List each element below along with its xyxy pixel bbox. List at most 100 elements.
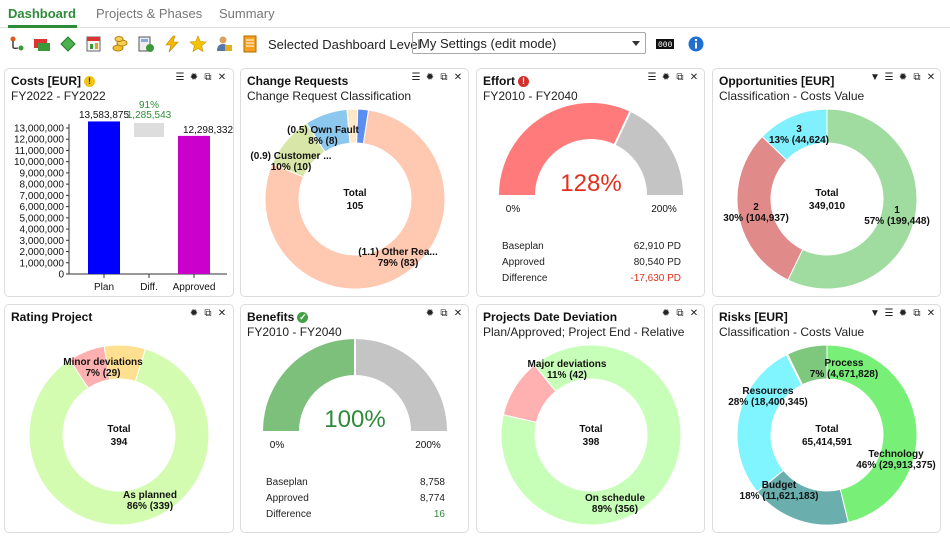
list-icon[interactable]: ☰ <box>884 308 894 319</box>
expand-icon[interactable]: ⧉ <box>676 308 684 319</box>
opportunities-controls: ▼ ☰ ✹ ⧉ ✕ <box>870 72 936 84</box>
list-icon[interactable]: ☰ <box>175 72 185 83</box>
document-icon[interactable] <box>241 35 259 53</box>
costs-controls: ☰ ✹ ⧉ ✕ <box>175 72 227 84</box>
tab-dashboard[interactable]: Dashboard <box>8 6 76 21</box>
slice-name-label: Resources <box>742 386 794 397</box>
gauge-divider <box>613 110 632 147</box>
row-value: 80,540 PD <box>633 257 681 268</box>
total-label: Total <box>107 424 130 435</box>
tab-summary[interactable]: Summary <box>219 6 275 21</box>
gauge-max-label: 200% <box>415 440 441 451</box>
diamond-icon[interactable] <box>59 35 77 53</box>
total-label: Total <box>815 424 838 435</box>
slice-value-label: 89% (356) <box>592 504 638 515</box>
slice-as-planned <box>28 348 210 526</box>
row-label: Difference <box>502 273 548 284</box>
gear-icon[interactable]: ✹ <box>661 308 671 319</box>
risks-subtitle: Classification - Costs Value <box>719 325 865 339</box>
y-tick-label: 13,000,000 <box>14 124 64 135</box>
x-tick-label: Approved <box>173 282 216 293</box>
slice-on-schedule <box>500 344 682 526</box>
slice-value-label: 57% (199,448) <box>864 216 930 227</box>
effort-gauge: 128% 0% 200% <box>499 102 683 215</box>
expand-icon[interactable]: ⧉ <box>913 308 921 319</box>
y-tick-label: 10,000,000 <box>14 157 64 168</box>
info-icon[interactable] <box>687 35 705 53</box>
coins-icon[interactable] <box>111 35 129 53</box>
benefits-subtitle: FY2010 - FY2040 <box>247 325 342 339</box>
gear-icon[interactable]: ✹ <box>189 308 199 319</box>
error-icon: ! <box>518 76 529 87</box>
benefits-panel: Benefits ✓ FY2010 - FY2040 ✹ ⧉ ✕ 100% 0% 200%… <box>240 304 469 533</box>
close-icon[interactable]: ✕ <box>689 308 699 319</box>
slice-name-label: Budget <box>762 480 797 491</box>
slice-1-1-other-rea <box>264 109 446 290</box>
slice-resources <box>736 353 803 493</box>
slice-value-label: 13% (44,624) <box>769 135 829 146</box>
benefits-gauge: 100% 0% 200% <box>263 338 447 451</box>
gear-icon[interactable]: ✹ <box>898 72 908 83</box>
expand-icon[interactable]: ⧉ <box>440 308 448 319</box>
gear-icon[interactable]: ✹ <box>661 72 671 83</box>
list-icon[interactable]: ☰ <box>647 72 657 83</box>
gear-icon[interactable]: ✹ <box>189 72 199 83</box>
filter-icon[interactable]: ▼ <box>870 72 880 83</box>
close-icon[interactable]: ✕ <box>689 72 699 83</box>
slice-name-label: Major deviations <box>528 359 607 370</box>
gauge-min-label: 0% <box>506 204 521 215</box>
gauge-fill <box>263 339 355 431</box>
expand-icon[interactable]: ⧉ <box>204 72 212 83</box>
expand-icon[interactable]: ⧉ <box>440 72 448 83</box>
x-tick-label: Diff. <box>140 282 158 293</box>
lightning-icon[interactable] <box>163 35 181 53</box>
slice-value-label: 18% (11,621,183) <box>740 491 819 502</box>
gear-icon[interactable]: ✹ <box>425 72 435 83</box>
slice-name-label: Process <box>825 358 864 369</box>
y-tick-label: 5,000,000 <box>20 213 65 224</box>
gear-icon[interactable]: ✹ <box>425 308 435 319</box>
gauge-value: 100% <box>324 406 385 433</box>
user-lock-icon[interactable] <box>215 35 233 53</box>
y-tick-label: 12,000,000 <box>14 135 64 146</box>
gear-icon[interactable]: ✹ <box>898 308 908 319</box>
slice-major-deviations <box>502 364 557 423</box>
y-tick-label: 11,000,000 <box>15 146 65 157</box>
close-icon[interactable]: ✕ <box>217 72 227 83</box>
counter-icon[interactable]: 000 <box>656 35 674 53</box>
list-icon[interactable]: ☰ <box>884 72 894 83</box>
calculator-icon[interactable] <box>137 35 155 53</box>
expand-icon[interactable]: ⧉ <box>913 72 921 83</box>
y-tick-label: 9,000,000 <box>20 168 65 179</box>
report-icon[interactable] <box>85 35 103 53</box>
costs-panel: Costs [EUR]! FY2022 - FY2022 ☰ ✹ ⧉ ✕ 13,000… <box>4 68 234 297</box>
expand-icon[interactable]: ⧉ <box>676 72 684 83</box>
slice-name-label: Technology <box>868 449 924 460</box>
close-icon[interactable]: ✕ <box>926 308 936 319</box>
git-branch-icon[interactable] <box>8 35 26 53</box>
tab-projects-phases[interactable]: Projects & Phases <box>96 6 203 21</box>
dashboard-level-select[interactable]: My Settings (edit mode) <box>412 32 646 54</box>
close-icon[interactable]: ✕ <box>217 308 227 319</box>
slice-name-label: (0.5) Own Fault <box>287 125 359 136</box>
row-label: Difference <box>266 509 312 520</box>
benefits-controls: ✹ ⧉ ✕ <box>425 308 463 320</box>
y-tick-label: 4,000,000 <box>20 225 65 236</box>
close-icon[interactable]: ✕ <box>453 72 463 83</box>
expand-icon[interactable]: ⧉ <box>204 308 212 319</box>
close-icon[interactable]: ✕ <box>453 308 463 319</box>
y-tick-label: 3,000,000 <box>20 236 65 247</box>
slice-value-label: 7% (4,671,828) <box>810 369 878 380</box>
data-label-diff: 1,285,543 <box>127 110 172 121</box>
effort-title: Effort! <box>483 74 529 88</box>
slice-value-label: 11% (42) <box>547 370 587 381</box>
list-icon[interactable]: ☰ <box>411 72 421 83</box>
close-icon[interactable]: ✕ <box>926 72 936 83</box>
calendar-icon[interactable] <box>33 35 51 53</box>
star-icon[interactable] <box>189 35 207 53</box>
costs-subtitle: FY2022 - FY2022 <box>11 89 106 103</box>
row-label: Approved <box>266 493 309 504</box>
change-requests-subtitle: Change Request Classification <box>247 89 412 103</box>
filter-icon[interactable]: ▼ <box>870 308 880 319</box>
